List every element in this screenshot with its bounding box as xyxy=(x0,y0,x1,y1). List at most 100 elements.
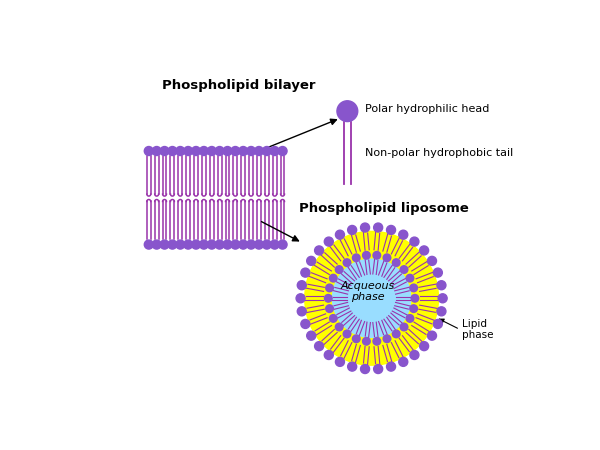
Circle shape xyxy=(392,330,400,338)
Circle shape xyxy=(160,240,169,249)
Circle shape xyxy=(361,364,370,373)
Circle shape xyxy=(215,240,224,249)
Circle shape xyxy=(144,240,154,249)
Circle shape xyxy=(254,240,263,249)
Circle shape xyxy=(215,147,224,156)
Circle shape xyxy=(335,323,343,331)
Circle shape xyxy=(362,252,370,259)
Circle shape xyxy=(254,147,263,156)
Circle shape xyxy=(433,320,442,328)
Circle shape xyxy=(239,147,248,156)
Circle shape xyxy=(347,362,356,371)
Text: Acqueous
phase: Acqueous phase xyxy=(341,280,395,302)
Circle shape xyxy=(176,240,185,249)
Circle shape xyxy=(184,147,193,156)
Circle shape xyxy=(144,147,154,156)
Text: Phospholipid bilayer: Phospholipid bilayer xyxy=(162,79,316,92)
Circle shape xyxy=(383,335,391,342)
Circle shape xyxy=(373,252,380,259)
Circle shape xyxy=(297,281,306,290)
Circle shape xyxy=(223,147,232,156)
Circle shape xyxy=(361,223,370,232)
Circle shape xyxy=(305,231,439,365)
Circle shape xyxy=(270,240,279,249)
Circle shape xyxy=(392,259,400,266)
Circle shape xyxy=(270,147,279,156)
Circle shape xyxy=(419,342,428,351)
Circle shape xyxy=(199,147,208,156)
Circle shape xyxy=(184,240,193,249)
Circle shape xyxy=(231,240,240,249)
Circle shape xyxy=(296,294,305,303)
Circle shape xyxy=(160,147,169,156)
Circle shape xyxy=(301,268,310,277)
Circle shape xyxy=(335,266,343,273)
Text: Polar hydrophilic head: Polar hydrophilic head xyxy=(365,104,489,114)
Circle shape xyxy=(223,240,232,249)
Circle shape xyxy=(324,237,334,246)
Circle shape xyxy=(400,266,408,273)
Circle shape xyxy=(326,284,334,292)
Circle shape xyxy=(207,147,216,156)
Circle shape xyxy=(152,147,161,156)
Circle shape xyxy=(307,256,316,266)
Circle shape xyxy=(410,284,418,292)
Circle shape xyxy=(411,294,419,302)
Circle shape xyxy=(373,338,380,345)
Text: Lipid
phase: Lipid phase xyxy=(461,319,493,340)
Circle shape xyxy=(231,147,240,156)
Circle shape xyxy=(329,315,337,322)
Circle shape xyxy=(239,240,248,249)
Circle shape xyxy=(383,254,391,261)
Circle shape xyxy=(176,147,185,156)
Circle shape xyxy=(386,225,395,234)
Circle shape xyxy=(337,101,358,122)
Circle shape xyxy=(406,315,414,322)
Circle shape xyxy=(329,274,337,282)
Circle shape xyxy=(352,335,360,342)
Circle shape xyxy=(343,330,351,338)
Circle shape xyxy=(207,240,216,249)
Circle shape xyxy=(410,237,419,246)
Circle shape xyxy=(262,240,271,249)
Circle shape xyxy=(262,147,271,156)
Circle shape xyxy=(374,223,383,232)
Circle shape xyxy=(399,230,408,239)
Circle shape xyxy=(352,254,360,261)
Circle shape xyxy=(427,331,437,340)
Circle shape xyxy=(437,281,446,290)
Circle shape xyxy=(419,246,428,255)
Circle shape xyxy=(326,305,334,312)
Text: Non-polar hydrophobic tail: Non-polar hydrophobic tail xyxy=(365,148,513,158)
Circle shape xyxy=(247,147,256,156)
Circle shape xyxy=(438,294,447,303)
Circle shape xyxy=(191,147,200,156)
Circle shape xyxy=(386,362,395,371)
Circle shape xyxy=(410,305,418,312)
Circle shape xyxy=(374,364,383,373)
Circle shape xyxy=(332,259,411,338)
Circle shape xyxy=(335,230,344,239)
Circle shape xyxy=(314,342,323,351)
Circle shape xyxy=(278,147,287,156)
Circle shape xyxy=(324,351,334,360)
Circle shape xyxy=(152,240,161,249)
Circle shape xyxy=(362,338,370,345)
Circle shape xyxy=(314,246,323,255)
Circle shape xyxy=(307,331,316,340)
Circle shape xyxy=(199,240,208,249)
Circle shape xyxy=(301,320,310,328)
Circle shape xyxy=(191,240,200,249)
Text: Phospholipid liposome: Phospholipid liposome xyxy=(299,202,469,215)
Circle shape xyxy=(168,240,177,249)
Circle shape xyxy=(343,259,351,266)
Circle shape xyxy=(168,147,177,156)
Circle shape xyxy=(437,307,446,316)
Circle shape xyxy=(399,357,408,366)
Circle shape xyxy=(400,323,408,331)
Circle shape xyxy=(433,268,442,277)
Circle shape xyxy=(410,351,419,360)
Circle shape xyxy=(297,307,306,316)
Circle shape xyxy=(347,225,356,234)
Circle shape xyxy=(247,240,256,249)
